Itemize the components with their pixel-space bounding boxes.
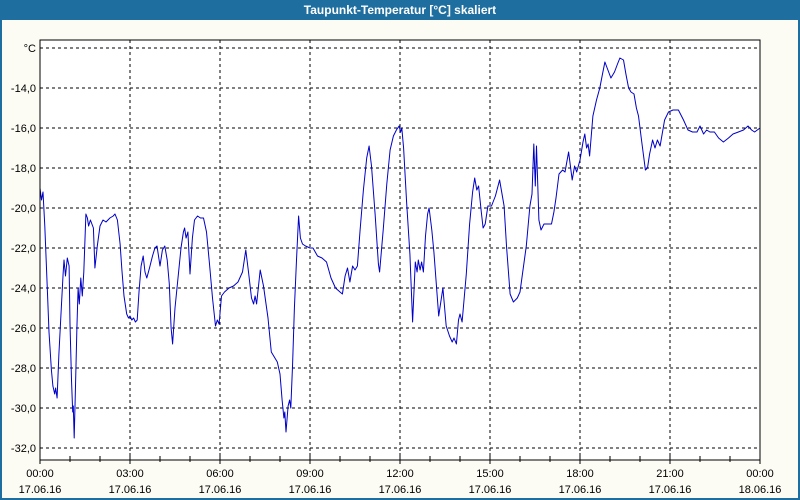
x-tick-time-label: 18:00 <box>566 468 594 480</box>
x-tick-date-label: 17.06.16 <box>109 484 152 496</box>
x-tick-time-label: 21:00 <box>656 468 684 480</box>
y-tick-label: -20,0 <box>11 203 36 215</box>
dewpoint-temperature-line <box>39 57 761 439</box>
x-tick-date-label: 17.06.16 <box>649 484 692 496</box>
y-tick-label: -16,0 <box>11 123 36 135</box>
x-tick-time-label: 00:00 <box>26 468 54 480</box>
y-tick-label: -22,0 <box>11 243 36 255</box>
x-tick-date-label: 17.06.16 <box>469 484 512 496</box>
x-tick-date-label: 18.06.16 <box>739 484 782 496</box>
window-titlebar[interactable]: Taupunkt-Temperatur [°C] skaliert <box>2 2 798 20</box>
plot-border <box>39 39 761 461</box>
x-tick-time-label: 03:00 <box>116 468 144 480</box>
window-title: Taupunkt-Temperatur [°C] skaliert <box>303 3 497 17</box>
y-tick-label: -30,0 <box>11 403 36 415</box>
y-tick-label: -26,0 <box>11 323 36 335</box>
y-tick-label: -28,0 <box>11 363 36 375</box>
y-axis-unit-label: °C <box>24 43 36 55</box>
x-tick-time-label: 06:00 <box>206 468 234 480</box>
x-tick-time-label: 15:00 <box>476 468 504 480</box>
x-tick-date-label: 17.06.16 <box>379 484 422 496</box>
x-tick-date-label: 17.06.16 <box>559 484 602 496</box>
y-tick-label: -18,0 <box>11 163 36 175</box>
y-tick-label: -24,0 <box>11 283 36 295</box>
y-tick-label: -32,0 <box>11 443 36 455</box>
y-tick-label: -14,0 <box>11 83 36 95</box>
x-tick-time-label: 12:00 <box>386 468 414 480</box>
x-tick-date-label: 17.06.16 <box>289 484 332 496</box>
x-tick-date-label: 17.06.16 <box>199 484 242 496</box>
x-tick-time-label: 00:00 <box>746 468 774 480</box>
x-tick-time-label: 09:00 <box>296 468 324 480</box>
x-tick-date-label: 17.06.16 <box>19 484 62 496</box>
